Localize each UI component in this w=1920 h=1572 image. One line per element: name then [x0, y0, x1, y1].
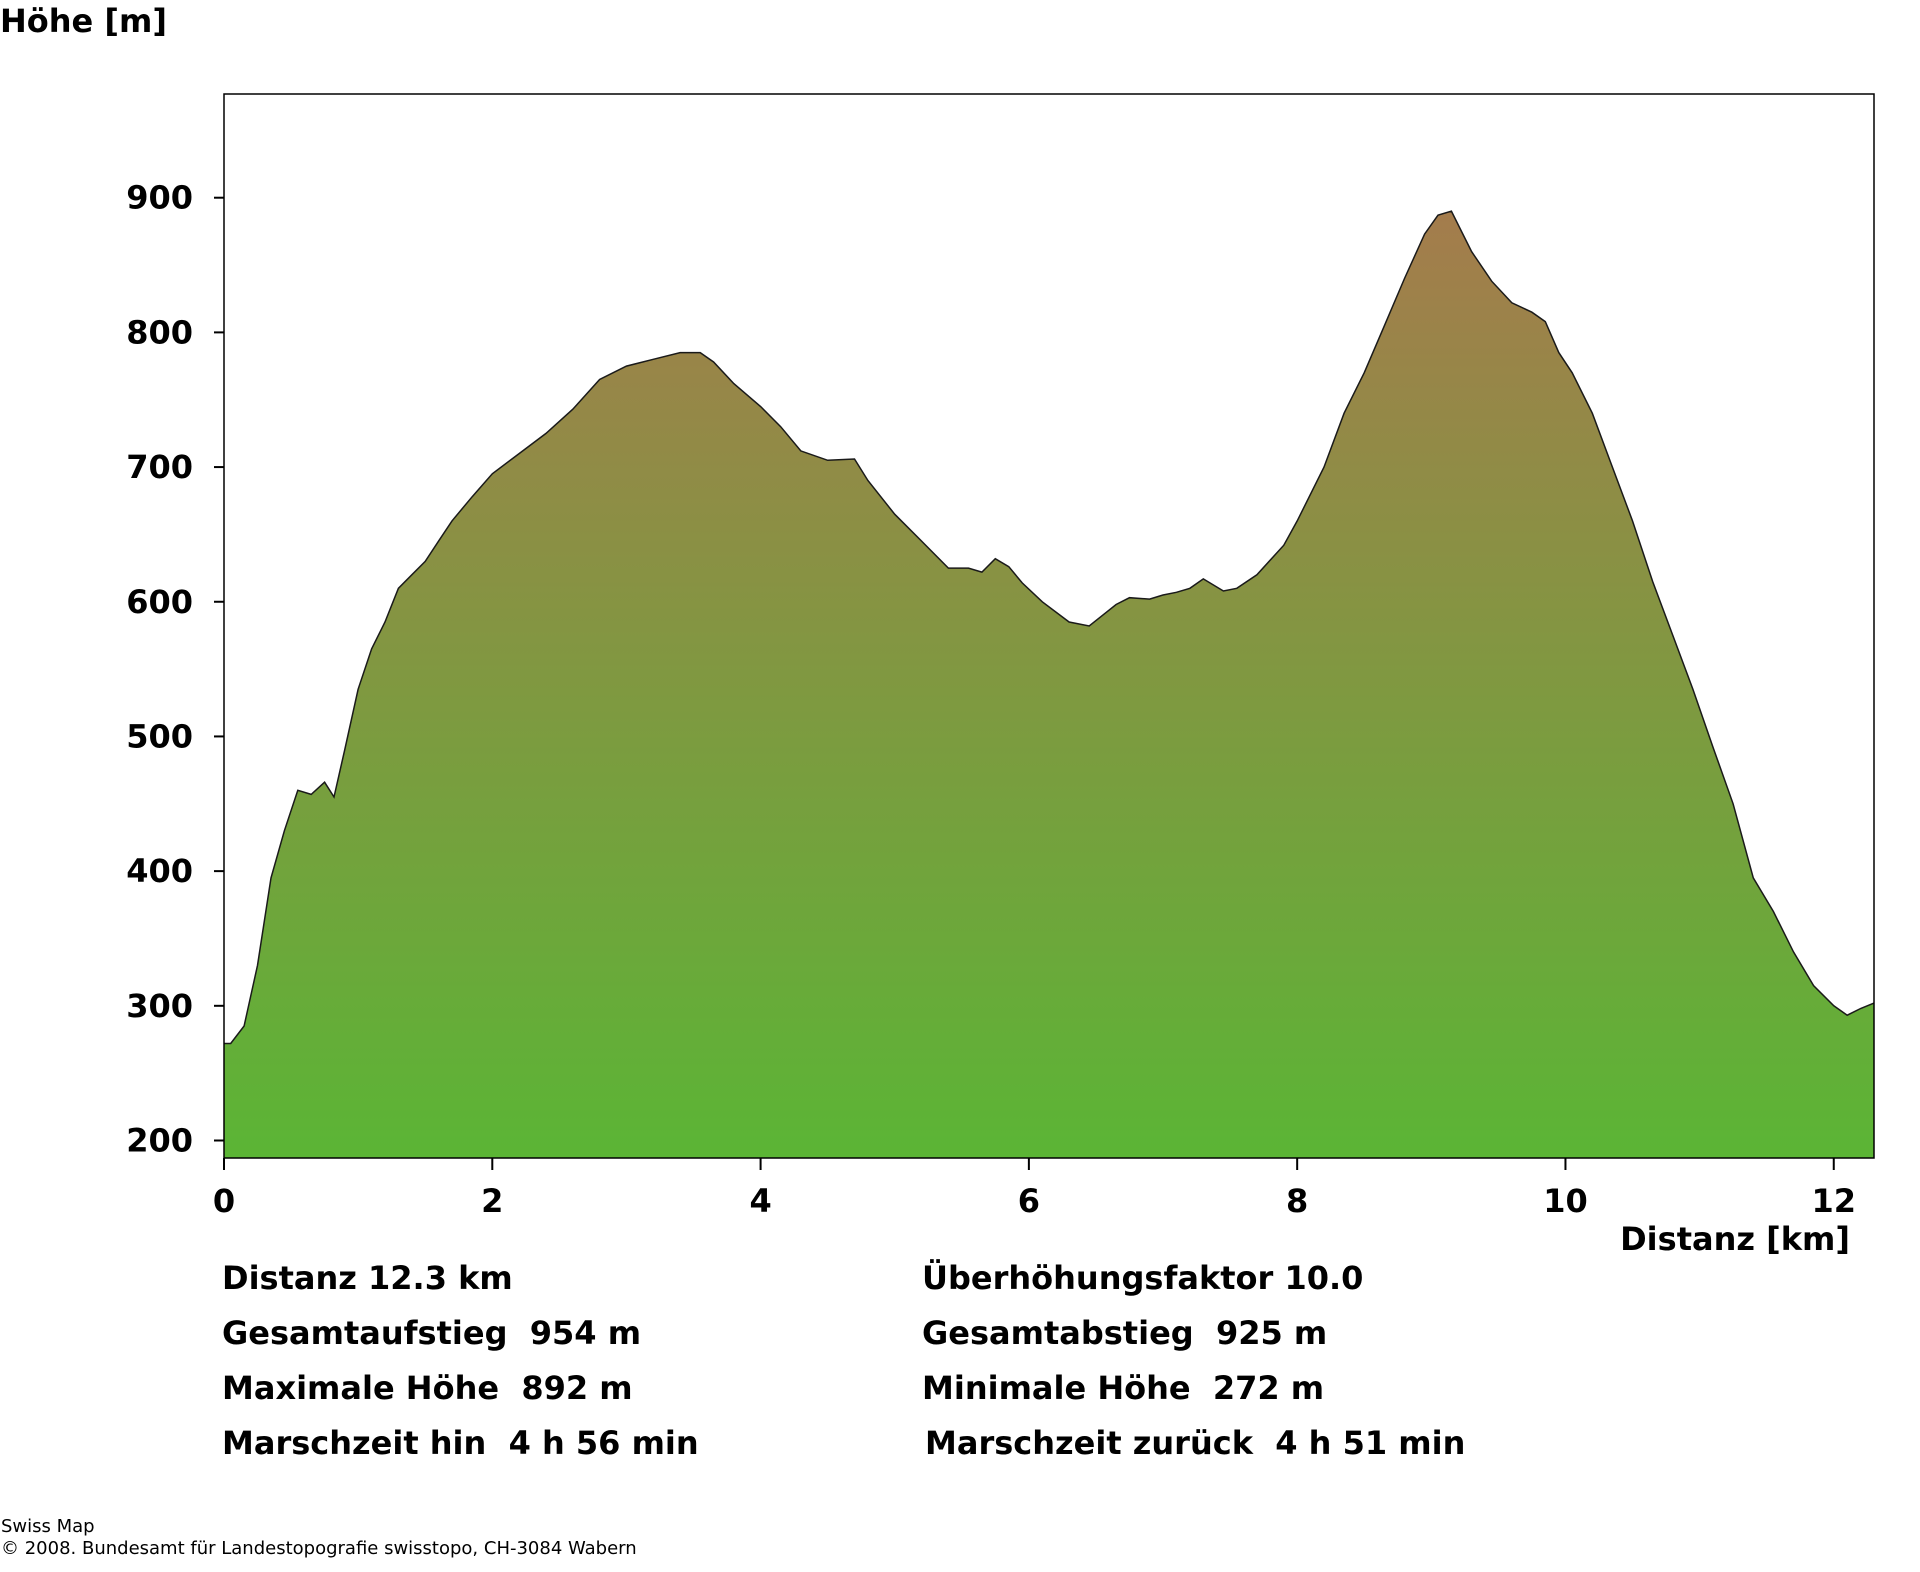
- y-axis-title: Höhe [m]: [0, 2, 167, 40]
- plot-frame: [223, 93, 1875, 1159]
- y-tick-label: 700: [126, 448, 193, 486]
- y-tick-label: 500: [126, 717, 193, 755]
- y-tick-label: 400: [126, 852, 193, 890]
- x-tick-label: 0: [213, 1182, 235, 1220]
- x-axis-title: Distanz [km]: [1620, 1220, 1850, 1258]
- y-tick-label: 300: [126, 987, 193, 1025]
- elevation-area-fill: [224, 211, 1874, 1158]
- x-tick-label: 12: [1811, 1182, 1856, 1220]
- stat-ascent: Gesamtaufstieg 954 m: [222, 1314, 642, 1352]
- stat-distance: Distanz 12.3 km: [222, 1259, 513, 1297]
- stat-time-back: Marschzeit zurück 4 h 51 min: [925, 1424, 1466, 1462]
- x-tick-label: 10: [1543, 1182, 1588, 1220]
- stat-time-forward: Marschzeit hin 4 h 56 min: [222, 1424, 699, 1462]
- footer-source: Swiss Map: [1, 1516, 95, 1537]
- y-tick-label: 600: [126, 583, 193, 621]
- elevation-line: [224, 210, 1875, 1045]
- x-tick-label: 4: [749, 1182, 771, 1220]
- stat-max-height: Maximale Höhe 892 m: [222, 1369, 633, 1407]
- y-tick-label: 200: [126, 1121, 193, 1159]
- stat-descent: Gesamtabstieg 925 m: [922, 1314, 1328, 1352]
- x-tick-label: 2: [481, 1182, 503, 1220]
- footer-copyright: © 2008. Bundesamt für Landestopografie s…: [1, 1538, 637, 1559]
- stat-min-height: Minimale Höhe 272 m: [922, 1369, 1325, 1407]
- x-tick-label: 8: [1286, 1182, 1308, 1220]
- y-tick-label: 900: [126, 179, 193, 217]
- x-tick-label: 6: [1018, 1182, 1040, 1220]
- stat-exaggeration: Überhöhungsfaktor 10.0: [922, 1259, 1364, 1297]
- y-tick-label: 800: [126, 313, 193, 351]
